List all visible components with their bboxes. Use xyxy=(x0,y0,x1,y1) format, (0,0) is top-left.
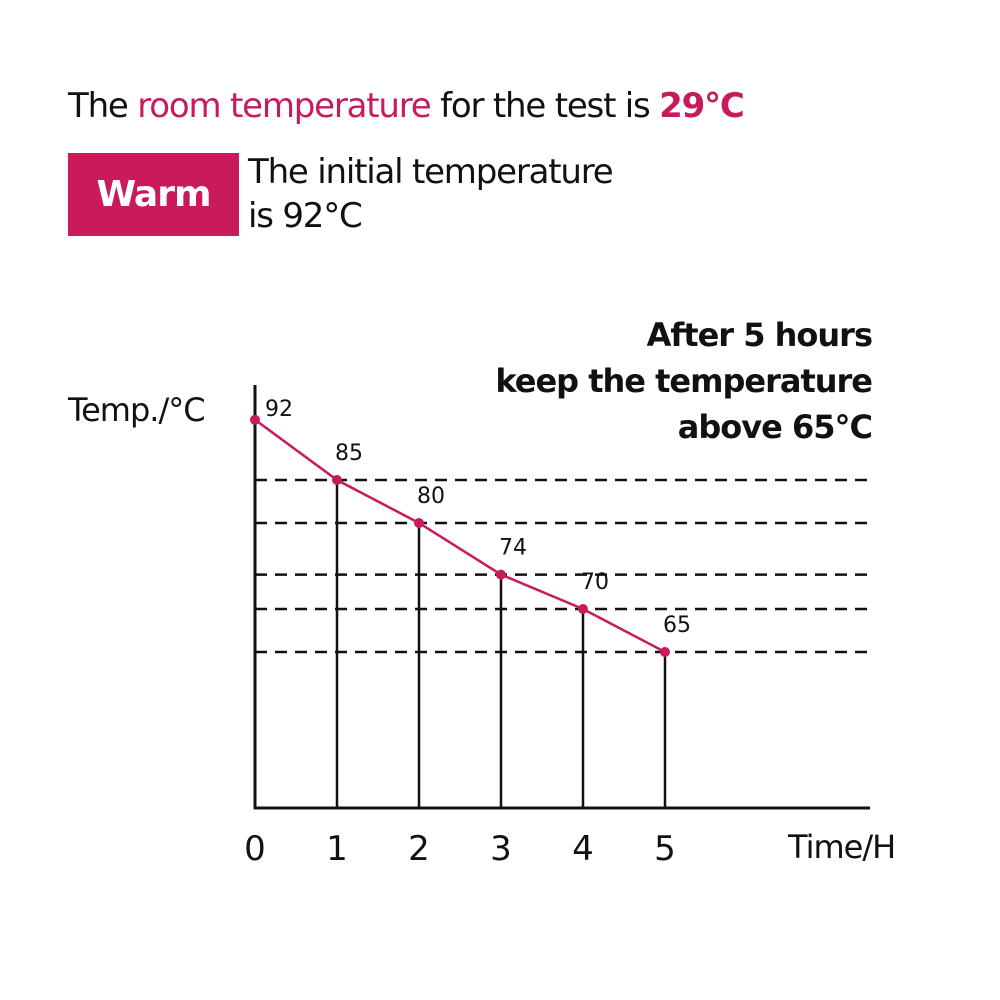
data-label: 70 xyxy=(581,570,609,595)
x-tick-label: 3 xyxy=(490,829,512,869)
data-point xyxy=(496,569,506,580)
initial-temperature-note: The initial temperature is 92°C xyxy=(248,152,614,236)
data-point xyxy=(578,604,588,614)
x-tick-label: 2 xyxy=(408,829,430,869)
x-axis-label: Time/H xyxy=(787,828,895,866)
x-tick-label: 5 xyxy=(654,829,676,869)
series-line xyxy=(254,418,666,654)
data-point xyxy=(250,414,260,425)
y-axis-label: Temp./°C xyxy=(67,391,205,429)
room-temperature-value: 29°C xyxy=(659,86,745,126)
warm-badge: Warm xyxy=(68,153,239,236)
goal-note: After 5 hours keep the temperature above… xyxy=(495,316,873,446)
data-label: 80 xyxy=(417,484,445,509)
x-tick-label: 4 xyxy=(572,829,594,869)
data-label: 92 xyxy=(265,397,293,422)
data-label: 85 xyxy=(335,441,363,466)
data-point xyxy=(414,518,424,528)
data-label: 74 xyxy=(499,536,527,561)
header-text: The room temperature for the test is 29°… xyxy=(68,86,745,126)
x-tick-label: 0 xyxy=(244,829,266,869)
data-point xyxy=(660,647,670,657)
data-label: 65 xyxy=(663,613,691,638)
x-tick-label: 1 xyxy=(326,829,348,869)
data-point xyxy=(332,475,342,485)
room-temperature-highlight: room temperature xyxy=(137,86,431,126)
